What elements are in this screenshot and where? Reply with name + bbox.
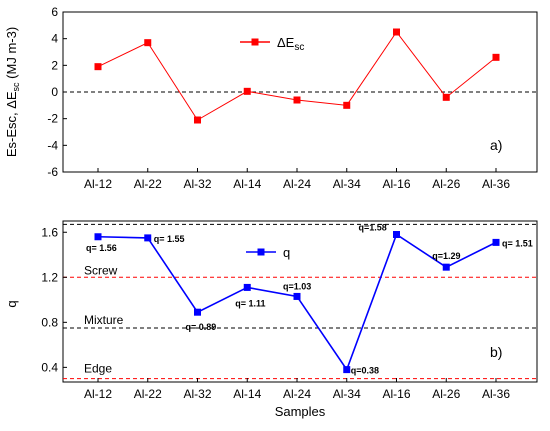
region-label: Screw [84, 263, 118, 277]
x-tick-label: Al-12 [84, 387, 112, 401]
panel-label: a) [490, 137, 502, 153]
y-tick-label: -6 [47, 165, 58, 179]
x-tick-label: Al-32 [183, 177, 211, 191]
legend-label: ΔEsc [277, 35, 304, 53]
y-tick-label: 6 [51, 5, 58, 19]
data-label: q=1.03 [283, 281, 311, 291]
x-tick-label: Al-32 [183, 387, 211, 401]
legend-label: q [283, 245, 290, 260]
data-point [393, 28, 400, 36]
x-tick-label: Al-36 [482, 387, 510, 401]
data-point [194, 116, 201, 124]
data-label: q= 1.51 [502, 238, 533, 248]
data-point [293, 292, 301, 300]
data-point [492, 53, 500, 61]
x-tick-label: Al-14 [233, 387, 261, 401]
data-point [293, 96, 301, 104]
panel-a: -6 -4 -2 0 2 4 6 Al-12 Al-22 Al-32 Al-14 Al-24 Al-34… [4, 5, 538, 191]
region-label: Mixture [84, 313, 124, 327]
y-tick-label: 0 [51, 85, 58, 99]
data-point [343, 101, 351, 109]
x-tick-label: Al-16 [382, 177, 410, 191]
y-tick-label: 0.4 [41, 360, 58, 374]
x-tick-label: Al-14 [233, 177, 261, 191]
data-point [94, 233, 102, 241]
data-point [442, 93, 450, 101]
data-label: q=1.29 [432, 251, 460, 261]
data-point [144, 39, 152, 47]
region-label: Edge [84, 362, 112, 376]
x-tick-label: Al-24 [283, 387, 311, 401]
y-tick-label: -4 [47, 138, 58, 152]
x-tick-label: Al-24 [283, 177, 311, 191]
x-tick-label: Al-22 [134, 387, 162, 401]
legend-marker [257, 248, 265, 256]
x-tick-label: Al-26 [432, 177, 460, 191]
x-tick-label: Al-36 [482, 177, 510, 191]
data-point [144, 234, 152, 242]
y-tick-label: -2 [47, 112, 58, 126]
x-tick-label: Al-16 [382, 387, 410, 401]
y-axis-label: q [4, 300, 19, 307]
data-point [243, 87, 251, 95]
legend-marker [251, 38, 259, 46]
x-axis-label: Samples [275, 404, 326, 419]
data-point [442, 263, 450, 271]
plot-frame [62, 220, 538, 383]
panel-label: b) [490, 344, 502, 360]
data-point [492, 238, 500, 246]
y-tick-label: 2 [51, 58, 58, 72]
y-tick-label: 0.8 [41, 315, 58, 329]
data-point [194, 308, 201, 316]
data-label: q=0.38 [351, 366, 379, 376]
data-label: q= 0.89 [186, 322, 217, 332]
data-label: q= 1.11 [235, 298, 265, 308]
data-label: q= 1.56 [86, 243, 117, 253]
data-point [94, 63, 102, 71]
data-point [243, 283, 251, 291]
data-label: q=1.58 [359, 223, 387, 233]
y-axis-label: Es-Esc, ΔEsc (MJ m-3) [4, 27, 21, 157]
data-label: q= 1.55 [154, 234, 185, 244]
data-point [343, 366, 351, 374]
x-tick-label: Al-34 [333, 387, 361, 401]
y-tick-label: 1.6 [41, 225, 58, 239]
panel-b: 0.4 0.8 1.2 1.6 Al-12 Al-22 Al-32 Al-14 Al-24 Al-… [4, 220, 538, 419]
x-tick-label: Al-12 [84, 177, 112, 191]
data-point [393, 231, 400, 239]
x-tick-label: Al-34 [333, 177, 361, 191]
x-tick-label: Al-22 [134, 177, 162, 191]
y-tick-label: 1.2 [41, 270, 58, 284]
y-tick-label: 4 [51, 32, 58, 46]
x-tick-label: Al-26 [432, 387, 460, 401]
